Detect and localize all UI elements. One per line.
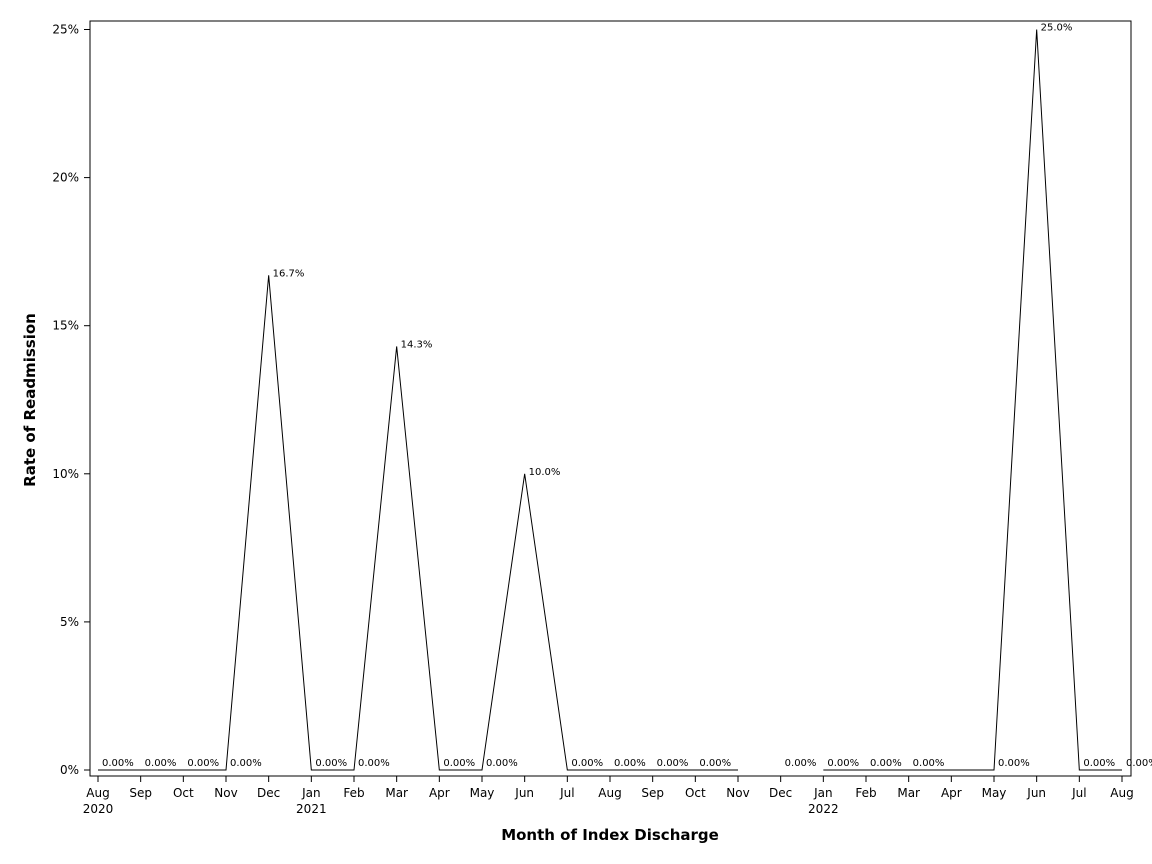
data-label: 0.00% (1083, 758, 1115, 769)
x-tick-year-label: 2021 (296, 802, 327, 816)
data-label: 0.00% (486, 758, 518, 769)
data-label: 14.3% (401, 339, 433, 350)
x-axis: Aug 2020 Sep Oct Nov Dec Jan 2021 Feb Mar Apr May Ju… (83, 776, 1134, 816)
data-label: 0.00% (827, 758, 859, 769)
x-tick-label: Aug (1110, 786, 1133, 800)
data-label: 0.00% (657, 758, 689, 769)
x-tick-label: Apr (429, 786, 450, 800)
x-tick-label: Feb (855, 786, 876, 800)
x-tick-label: May (982, 786, 1007, 800)
x-tick-label: Dec (769, 786, 792, 800)
data-label: 0.00% (998, 758, 1030, 769)
y-axis-title: Rate of Readmission (21, 313, 39, 487)
x-tick-label: Aug (598, 786, 621, 800)
x-tick-label: Mar (897, 786, 920, 800)
series-line (98, 29, 1122, 771)
data-label: 0.00% (102, 758, 134, 769)
data-label: 25.0% (1041, 23, 1073, 34)
x-tick-label: Sep (641, 786, 664, 800)
x-tick-label: Nov (726, 786, 749, 800)
y-tick-label: 0% (60, 763, 79, 777)
y-tick-label: 5% (60, 615, 79, 629)
x-tick-label: Sep (129, 786, 152, 800)
x-tick-label: Nov (214, 786, 237, 800)
x-tick-label: Dec (257, 786, 280, 800)
plot-frame (89, 20, 1132, 777)
data-label: 0.00% (913, 758, 945, 769)
x-tick-label: Feb (343, 786, 364, 800)
data-label: 16.7% (273, 268, 305, 279)
x-tick-year-label: 2022 (808, 802, 839, 816)
x-tick-label: Jul (559, 786, 574, 800)
y-tick-label: 10% (52, 467, 79, 481)
data-label: 0.00% (870, 758, 902, 769)
data-label: 0.00% (145, 758, 177, 769)
x-tick-label: Jun (514, 786, 534, 800)
x-tick-label: Aug (86, 786, 109, 800)
y-tick-label: 20% (52, 171, 79, 185)
data-label: 0.00% (699, 758, 731, 769)
x-tick-label: Mar (385, 786, 408, 800)
data-label: 0.00% (571, 758, 603, 769)
x-tick-label: Jan (813, 786, 833, 800)
data-label: 0.00% (1126, 758, 1152, 769)
y-tick-label: 15% (52, 319, 79, 333)
data-labels: 0.00% 0.00% 0.00% 0.00% 16.7% 0.00% 0.00% 14.3%… (102, 23, 1152, 770)
data-label: 10.0% (529, 467, 561, 478)
data-label: 0.00% (315, 758, 347, 769)
y-axis: 0% 5% 10% 15% 20% 25% (52, 23, 90, 777)
data-label: 0.00% (785, 758, 817, 769)
x-tick-label: Apr (941, 786, 962, 800)
data-label: 0.00% (187, 758, 219, 769)
data-label: 0.00% (443, 758, 475, 769)
x-tick-label: Oct (173, 786, 194, 800)
x-tick-label: Oct (685, 786, 706, 800)
x-tick-year-label: 2020 (83, 802, 114, 816)
y-tick-label: 25% (52, 23, 79, 37)
data-label: 0.00% (358, 758, 390, 769)
data-label: 0.00% (230, 758, 262, 769)
x-tick-label: Jun (1026, 786, 1046, 800)
x-axis-title: Month of Index Discharge (501, 826, 719, 844)
x-tick-label: Jan (301, 786, 321, 800)
x-tick-label: Jul (1071, 786, 1086, 800)
data-label: 0.00% (614, 758, 646, 769)
x-tick-label: May (470, 786, 495, 800)
